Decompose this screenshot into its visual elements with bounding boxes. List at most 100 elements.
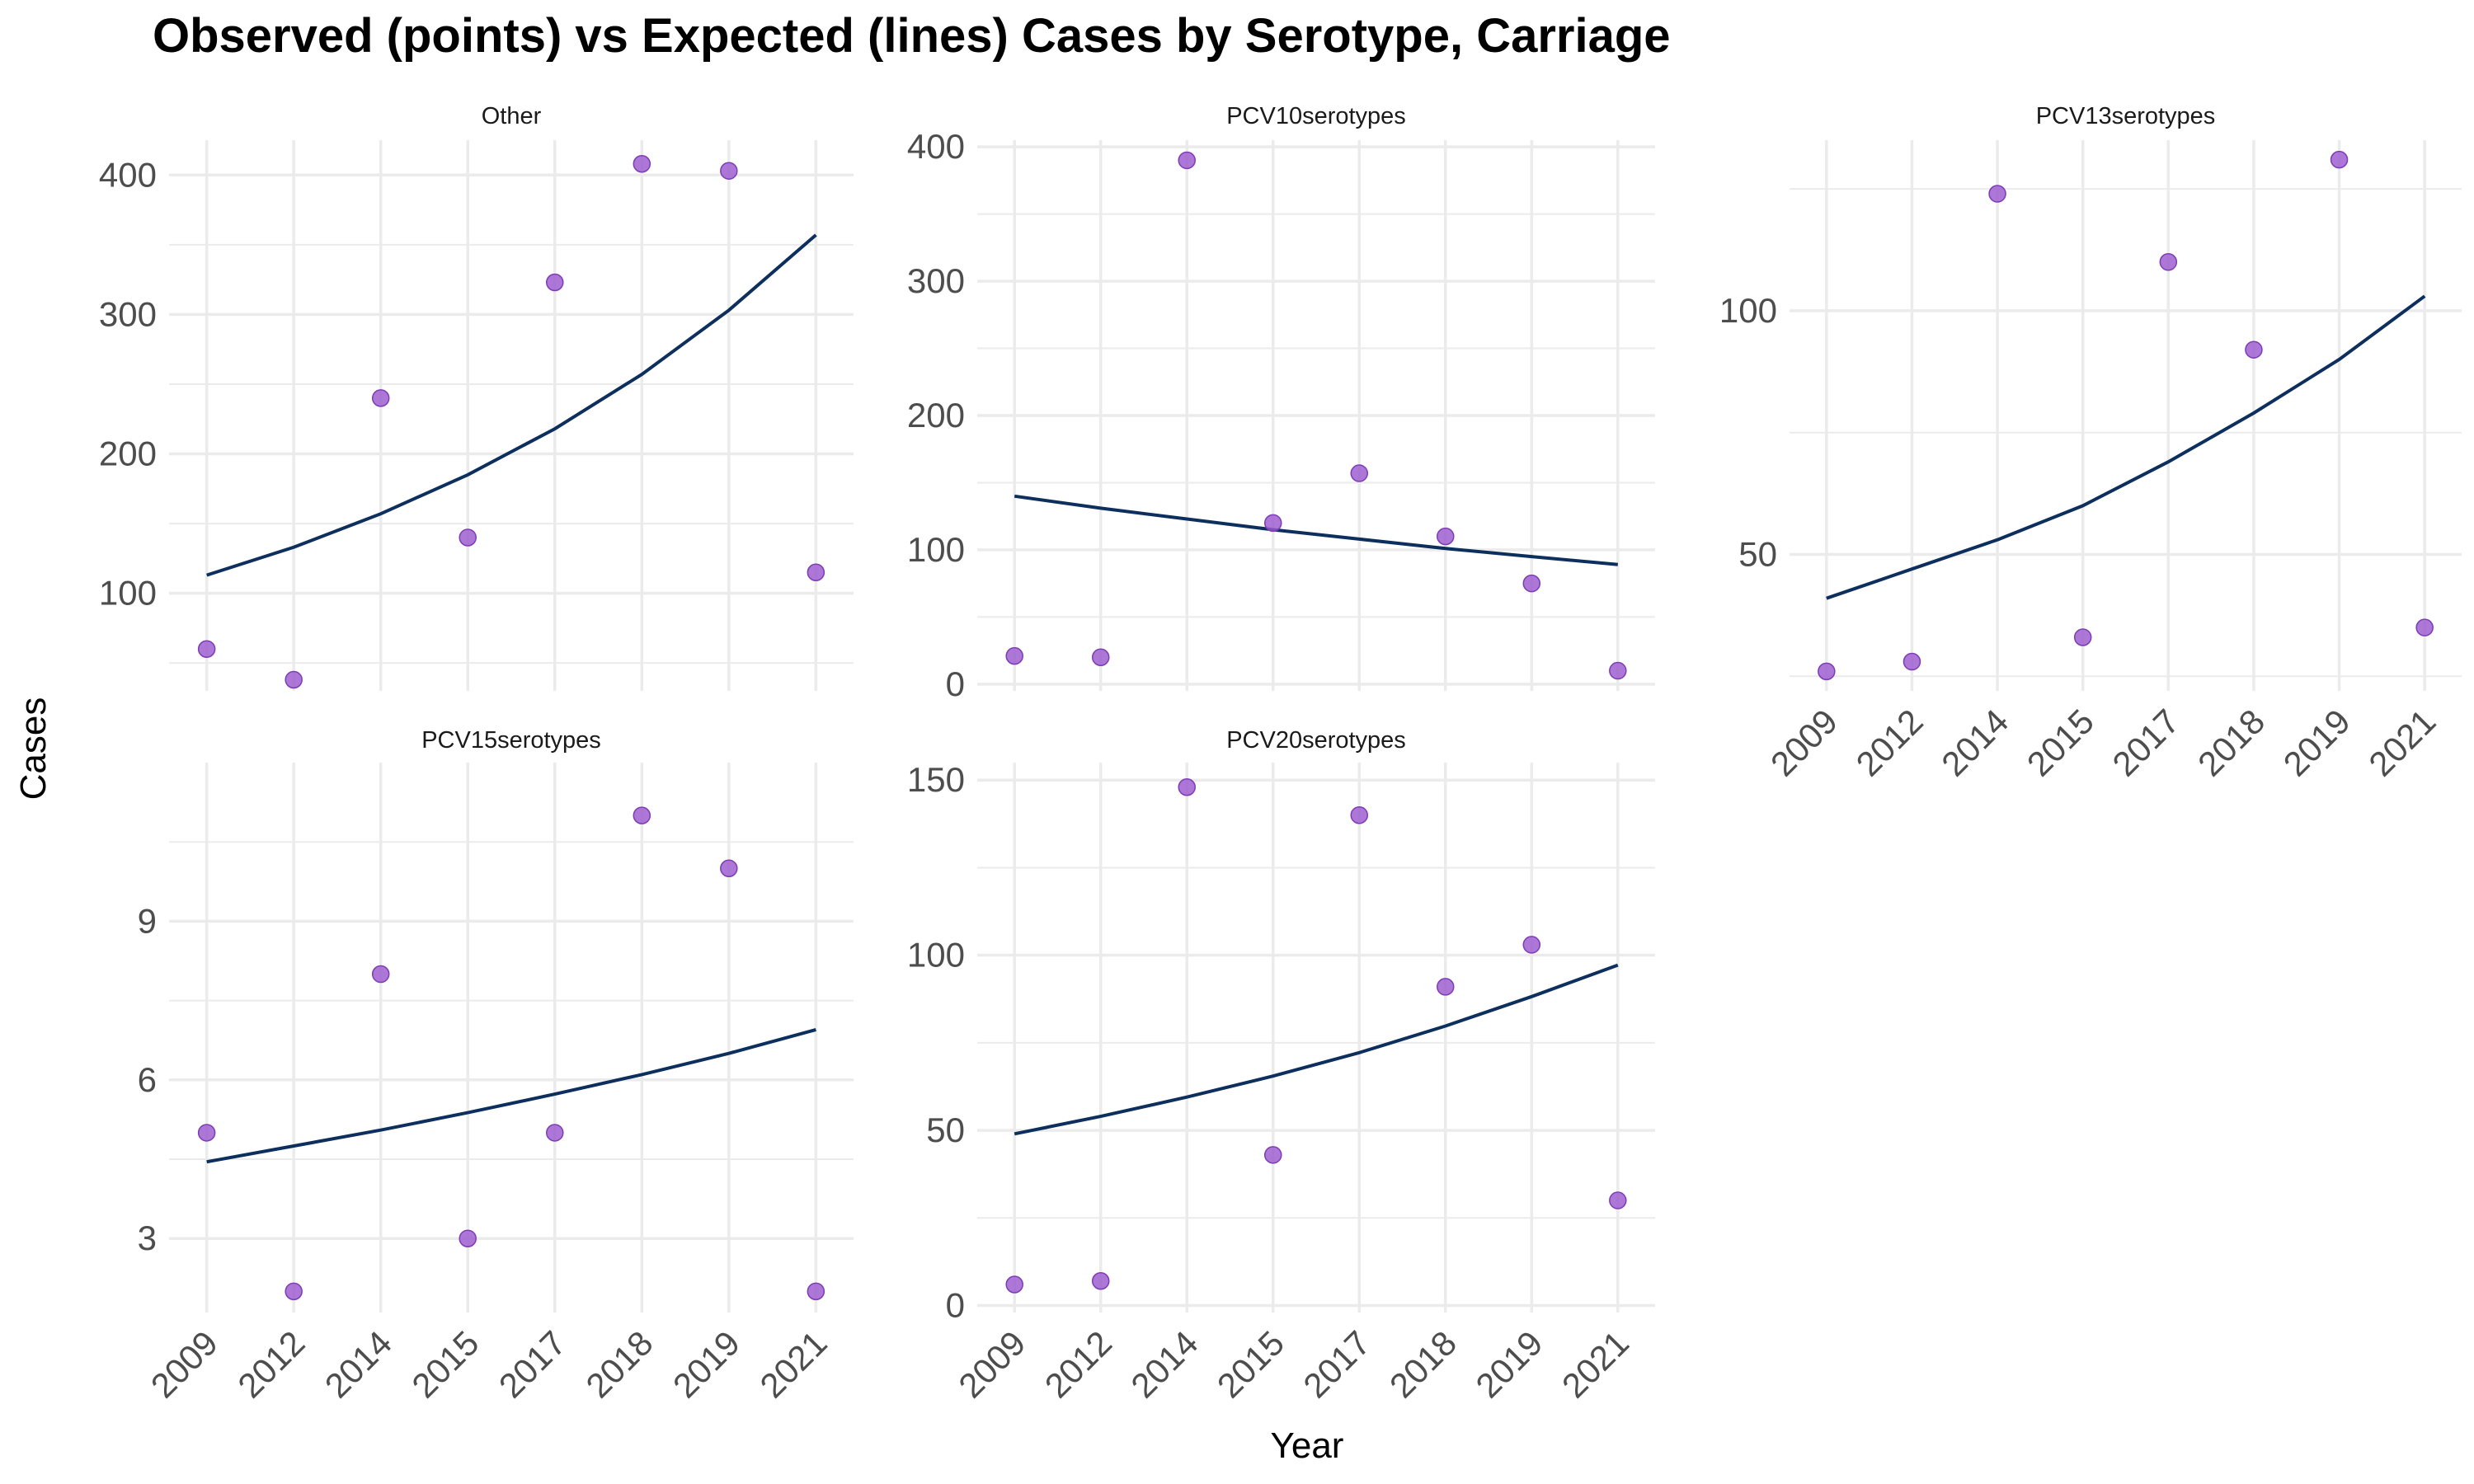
observed-point	[1178, 151, 1196, 170]
observed-point	[371, 389, 390, 407]
y-axis-title: Cases	[13, 697, 54, 801]
x-tick-label: 2014	[317, 1323, 399, 1405]
x-tick-label: 2017	[2105, 702, 2186, 783]
y-tick-label: 200	[907, 396, 965, 434]
observed-point	[1903, 652, 1921, 671]
observed-point	[197, 1124, 216, 1142]
observed-point	[1005, 646, 1023, 665]
observed-point	[633, 806, 651, 824]
x-tick-label: 2021	[752, 1323, 834, 1405]
x-tick-label: 2021	[2361, 702, 2443, 783]
observed-point	[1609, 661, 1627, 680]
observed-point	[1263, 1146, 1282, 1164]
observed-point	[371, 965, 390, 984]
x-tick-label: 2017	[492, 1323, 573, 1405]
observed-point	[2159, 253, 2178, 271]
observed-point	[2415, 618, 2434, 636]
y-tick-label: 50	[926, 1111, 965, 1149]
observed-point	[1522, 574, 1541, 593]
x-tick-label: 2012	[1037, 1323, 1119, 1405]
observed-point	[459, 528, 477, 547]
observed-point	[546, 273, 564, 292]
observed-point	[1005, 1275, 1023, 1294]
x-axis-title: Year	[1271, 1425, 1344, 1466]
y-tick-label: 100	[1719, 291, 1777, 330]
expected-line	[206, 233, 817, 577]
observed-point	[2073, 628, 2092, 646]
x-tick-label: 2014	[1934, 702, 2015, 783]
observed-point	[1350, 464, 1369, 482]
y-tick-label: 300	[99, 294, 157, 333]
observed-point	[807, 563, 825, 582]
y-tick-label: 6	[138, 1060, 157, 1099]
observed-point	[1437, 527, 1455, 546]
x-tick-label: 2014	[1123, 1323, 1205, 1405]
x-tick-label: 2015	[2020, 702, 2101, 783]
observed-point	[1091, 1272, 1110, 1290]
y-tick-label: 0	[946, 1286, 965, 1325]
panel-strip-label: Other	[482, 103, 542, 129]
observed-point	[285, 670, 303, 689]
x-tick-label: 2018	[2190, 702, 2272, 783]
observed-point	[720, 859, 738, 878]
panel-strip-label: PCV20serotypes	[1226, 727, 1406, 754]
x-tick-label: 2018	[578, 1323, 660, 1405]
y-tick-label: 200	[99, 434, 157, 473]
panel-strip-label: PCV15serotypes	[421, 727, 601, 754]
observed-point	[1609, 1191, 1627, 1209]
x-tick-label: 2019	[1468, 1323, 1550, 1405]
y-tick-label: 100	[907, 530, 965, 569]
y-tick-label: 300	[907, 261, 965, 300]
observed-point	[1522, 936, 1541, 954]
y-tick-label: 9	[138, 901, 157, 940]
panel-Other: 100 200 300 400 Other	[99, 103, 854, 691]
x-tick-label: 2012	[1849, 702, 1931, 783]
observed-point	[807, 1282, 825, 1301]
observed-point	[720, 162, 738, 180]
observed-point	[459, 1229, 477, 1247]
expected-line	[1826, 294, 2426, 600]
y-tick-label: 50	[1738, 534, 1777, 573]
observed-point	[633, 154, 651, 173]
panels-layer: 100 200 300 400 Other 0 100 200 300 400 PCV10serot…	[99, 103, 2462, 1405]
x-tick-label: 2009	[951, 1323, 1032, 1405]
x-tick-label: 2015	[1210, 1323, 1291, 1405]
y-tick-label: 400	[99, 155, 157, 194]
chart-title: Observed (points) vs Expected (lines) Ca…	[153, 9, 1671, 63]
x-tick-label: 2017	[1296, 1323, 1377, 1405]
observed-point	[1818, 662, 1836, 681]
observed-point	[1988, 185, 2006, 203]
y-tick-label: 100	[99, 574, 157, 613]
x-tick-label: 2012	[230, 1323, 312, 1405]
x-tick-label: 2019	[2276, 702, 2358, 783]
panel-strip-label: PCV13serotypes	[2036, 103, 2216, 129]
y-tick-label: 100	[907, 936, 965, 974]
x-tick-label: 2015	[404, 1323, 486, 1405]
observed-point	[1178, 777, 1196, 796]
observed-point	[546, 1124, 564, 1142]
panel-PCV10serotypes: 0 100 200 300 400 PCV10serotypes	[907, 103, 1655, 703]
y-tick-label: 3	[138, 1219, 157, 1257]
y-tick-label: 150	[907, 760, 965, 799]
observed-point	[1091, 648, 1110, 667]
observed-point	[1263, 514, 1282, 533]
expected-line	[1014, 963, 1619, 1136]
y-tick-label: 400	[907, 127, 965, 166]
expected-line	[206, 1027, 816, 1164]
panel-strip-label: PCV10serotypes	[1226, 103, 1406, 129]
expected-line	[1014, 494, 1618, 566]
observed-point	[2245, 340, 2263, 359]
x-tick-label: 2019	[666, 1323, 747, 1405]
observed-point	[1350, 805, 1369, 824]
observed-point	[2330, 150, 2349, 169]
x-tick-label: 2009	[1763, 702, 1845, 783]
x-tick-label: 2009	[143, 1323, 225, 1405]
x-tick-label: 2021	[1554, 1323, 1636, 1405]
observed-point	[1437, 978, 1455, 996]
x-tick-label: 2018	[1382, 1323, 1464, 1405]
y-tick-label: 0	[946, 665, 965, 703]
